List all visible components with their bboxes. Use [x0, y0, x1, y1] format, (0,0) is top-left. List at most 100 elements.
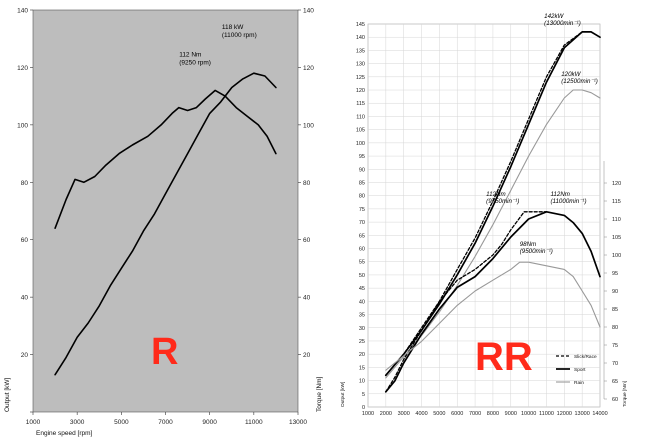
chart-rr-ytick-label: 90: [359, 167, 365, 173]
chart-rr: 1000 2000 3000 4000 5000 6000 7000 8000 9000 1000…: [340, 13, 628, 417]
chart-rr-ytick-label: 25: [359, 339, 365, 345]
chart-rr-xtick-label: 5000: [433, 411, 445, 417]
chart-rr-xtick-label: 11000: [539, 411, 554, 417]
chart-rr-y2tick-label: 80: [612, 325, 618, 331]
chart-r-y2tick-label: 120: [303, 65, 314, 72]
chart-r-annotation: 118 kW: [222, 24, 244, 31]
chart-r-ytick-label: 20: [21, 352, 29, 359]
chart-rr-annotation: 112Nm: [486, 191, 506, 198]
chart-r-xtick-label: 13000: [289, 419, 307, 426]
chart-r-y2tick-label: 140: [303, 8, 314, 15]
chart-rr-ytick-label: 125: [356, 75, 365, 81]
chart-rr-ytick-label: 50: [359, 273, 365, 279]
chart-rr-ylabel-right: Torque [Nm]: [622, 381, 628, 407]
chart-rr-y2tick-label: 75: [612, 343, 618, 349]
chart-r-ytick-label: 100: [17, 122, 28, 129]
chart-rr-xtick-label: 4000: [415, 411, 427, 417]
chart-r-xtick-label: 9000: [202, 419, 217, 426]
chart-r: 1000 3000 5000 7000 9000 11000 13000 20 40 60 80 10…: [4, 8, 323, 438]
chart-rr-series-torque-rain: [385, 261, 601, 371]
chart-rr-y2tick-label: 115: [612, 199, 621, 205]
chart-rr-ytick-label: 140: [356, 35, 365, 41]
chart-rr-ytick-label: 65: [359, 233, 365, 239]
chart-rr-legend-label: Rain: [574, 380, 584, 386]
chart-rr-xtick-label: 7000: [469, 411, 481, 417]
chart-r-y2tick-label: 20: [303, 352, 311, 359]
chart-rr-ytick-label: 60: [359, 247, 365, 253]
chart-rr-ytick-label: 130: [356, 62, 365, 68]
chart-rr-y2tick-label: 95: [612, 271, 618, 277]
chart-rr-y2tick-label: 90: [612, 289, 618, 295]
chart-rr-elements: 1000 2000 3000 4000 5000 6000 7000 8000 9000 1000…: [356, 13, 621, 417]
chart-rr-y2tick-label: 70: [612, 361, 618, 367]
chart-r-ytick-label: 120: [17, 65, 28, 72]
chart-r-annotation: (11000 rpm): [222, 32, 257, 39]
chart-r-y2tick-label: 80: [303, 180, 311, 187]
chart-r-ytick-label: 140: [17, 8, 28, 15]
chart-rr-ytick-label: 55: [359, 260, 365, 266]
chart-r-y2tick-label: 100: [303, 122, 314, 129]
chart-rr-series-torque-slick-race: [385, 211, 548, 393]
chart-rr-annotation: (9500min⁻¹): [520, 248, 553, 255]
chart-rr-xtick-label: 9000: [505, 411, 517, 417]
chart-r-series-torque: [54, 89, 277, 229]
chart-rr-ytick-label: 110: [356, 114, 365, 120]
chart-rr-ytick-label: 95: [359, 154, 365, 160]
chart-r-plot-area: [32, 9, 299, 413]
chart-rr-xtick-label: 8000: [487, 411, 499, 417]
chart-rr-xtick-label: 6000: [451, 411, 463, 417]
chart-rr-annotation: 142kW: [544, 13, 564, 20]
chart-rr-ytick-label: 120: [356, 88, 365, 94]
chart-rr-ytick-label: 5: [362, 392, 365, 398]
chart-r-elements: 1000 3000 5000 7000 9000 11000 13000 20 40 60 80 10…: [17, 8, 314, 427]
chart-rr-xtick-label: 2000: [380, 411, 392, 417]
chart-rr-xtick-label: 3000: [398, 411, 410, 417]
chart-rr-annotation: (12500min⁻¹): [561, 78, 598, 85]
chart-r-badge: R: [151, 331, 178, 373]
chart-rr-ytick-label: 80: [359, 194, 365, 200]
chart-rr-y2tick-label: 100: [612, 253, 621, 259]
chart-rr-ytick-label: 10: [359, 379, 365, 385]
chart-r-y2tick-label: 60: [303, 237, 311, 244]
chart-rr-ytick-label: 40: [359, 299, 365, 305]
chart-rr-annotation: (11000min⁻¹): [550, 198, 586, 205]
chart-rr-ytick-label: 35: [359, 313, 365, 319]
chart-rr-ytick-label: 135: [356, 48, 365, 54]
chart-r-xtick-label: 7000: [158, 419, 173, 426]
chart-rr-badge: RR: [475, 335, 533, 379]
chart-rr-ytick-label: 30: [359, 326, 365, 332]
chart-rr-legend-label: Slick/Race: [574, 354, 597, 360]
chart-rr-xtick-label: 13000: [575, 411, 590, 417]
chart-rr-ylabel-left: Output [kW]: [340, 382, 346, 407]
chart-rr-series-output-slick-race: [385, 31, 583, 376]
chart-r-ylabel-right: Torque [Nm]: [316, 376, 323, 412]
chart-rr-xtick-label: 14000: [592, 411, 607, 417]
chart-rr-ytick-label: 145: [356, 22, 365, 28]
chart-rr-y2tick-label: 120: [612, 181, 621, 187]
chart-rr-annotation: (13000min⁻¹): [544, 20, 581, 27]
chart-r-annotation: 112 Nm: [179, 51, 201, 58]
chart-rr-xtick-label: 1000: [362, 411, 374, 417]
chart-r-ytick-label: 60: [21, 237, 29, 244]
chart-r-y2tick-label: 40: [303, 295, 311, 302]
chart-r-ytick-label: 40: [21, 295, 29, 302]
chart-r-xtick-label: 3000: [70, 419, 85, 426]
chart-rr-legend-label: Sport: [574, 367, 586, 373]
chart-r-xlabel: Engine speed [rpm]: [36, 430, 93, 437]
chart-r-xtick-label: 11000: [245, 419, 263, 426]
chart-rr-ytick-label: 45: [359, 286, 365, 292]
chart-r-xtick-label: 5000: [114, 419, 129, 426]
chart-rr-y2tick-label: 65: [612, 379, 618, 385]
chart-rr-xtick-label: 12000: [557, 411, 572, 417]
chart-r-series-output: [54, 72, 277, 376]
chart-rr-ytick-label: 105: [356, 128, 365, 134]
chart-rr-ytick-label: 15: [359, 365, 365, 371]
chart-rr-xtick-label: 10000: [521, 411, 536, 417]
chart-r-ytick-label: 80: [21, 180, 29, 187]
chart-rr-y2tick-label: 105: [612, 235, 621, 241]
chart-rr-ytick-label: 85: [359, 180, 365, 186]
chart-rr-ytick-label: 20: [359, 352, 365, 358]
chart-r-annotation: (9250 rpm): [179, 59, 211, 66]
chart-rr-ytick-label: 115: [356, 101, 365, 107]
